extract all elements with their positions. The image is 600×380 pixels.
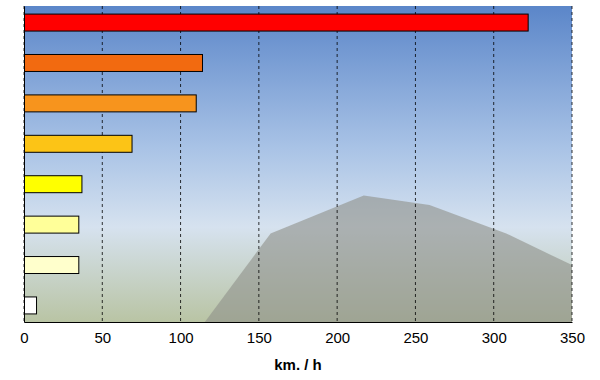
grid-line	[102, 6, 103, 322]
grid-line	[180, 6, 181, 322]
bar	[24, 14, 528, 31]
bar	[24, 176, 82, 193]
plot-background	[24, 6, 572, 322]
grid-line	[415, 6, 416, 322]
bar	[24, 54, 202, 71]
grid-line	[337, 6, 338, 322]
chart-container: 0 50 100 150 200 250 300 350 km. / h	[0, 0, 600, 380]
x-tick-label: 200	[325, 329, 350, 346]
grid-line	[24, 6, 25, 322]
y-axis	[24, 7, 26, 323]
grid-line	[493, 6, 494, 322]
x-tick-label: 150	[247, 329, 272, 346]
bar	[24, 95, 196, 112]
x-tick: 50	[94, 322, 111, 346]
background-rock	[205, 196, 572, 322]
y-axis-line	[24, 7, 25, 323]
grid-line	[258, 6, 259, 322]
x-axis-line	[25, 322, 573, 323]
bar	[24, 216, 79, 233]
bars	[24, 14, 528, 314]
x-tick-label: 50	[94, 329, 111, 346]
x-tick: 100	[169, 322, 194, 346]
x-tick: 300	[482, 322, 507, 346]
x-tick-label: 350	[560, 329, 585, 346]
x-axis: 0 50 100 150 200 250 300 350	[20, 322, 585, 346]
bar	[24, 297, 37, 314]
x-tick: 350	[560, 322, 585, 346]
x-tick: 0	[20, 322, 28, 346]
x-tick: 200	[325, 322, 350, 346]
x-tick: 150	[247, 322, 272, 346]
x-tick-label: 300	[482, 329, 507, 346]
x-tick-label: 100	[169, 329, 194, 346]
bar	[24, 257, 79, 274]
plot-area: 0 50 100 150 200 250 300 350	[20, 6, 585, 346]
bar	[24, 135, 132, 152]
grid-line	[572, 6, 573, 322]
chart-svg: 0 50 100 150 200 250 300 350 km. / h	[0, 0, 600, 380]
grid	[24, 6, 572, 322]
x-tick-label: 0	[20, 329, 28, 346]
x-tick: 250	[403, 322, 428, 346]
x-axis-title: km. / h	[274, 356, 322, 373]
x-tick-label: 250	[403, 329, 428, 346]
